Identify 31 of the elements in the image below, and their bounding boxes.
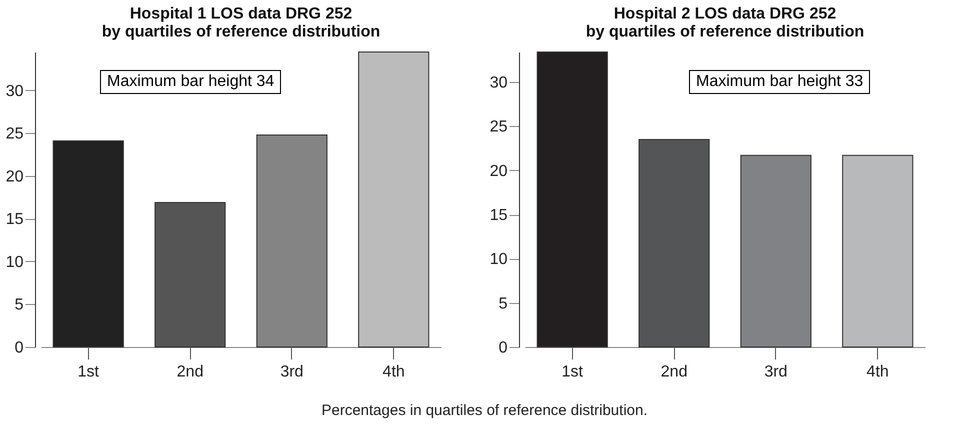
annotation: Maximum bar height 33 — [689, 70, 870, 94]
annotation: Maximum bar height 34 — [100, 70, 282, 94]
y-tick-label: 15 — [6, 211, 24, 228]
y-tick-label: 20 — [490, 162, 508, 180]
chart-title: Hospital 1 LOS data DRG 252 by quartiles of reference distribution — [102, 6, 380, 40]
x-tick-label: 4th — [382, 364, 405, 380]
y-tick-label: 5 — [14, 296, 24, 314]
y-tick-label: 30 — [6, 82, 24, 100]
text: Percentages in quartiles of reference distribution. — [320, 402, 648, 419]
y-tick-label: 0 — [14, 340, 24, 356]
y-tick-label: 5 — [498, 295, 508, 312]
x-tick-label: 2nd — [660, 364, 688, 380]
bar — [52, 140, 124, 348]
bar — [842, 154, 914, 348]
bar — [358, 52, 430, 348]
y-tick-label: 10 — [490, 251, 508, 268]
chart-title: Hospital 2 LOS data DRG 252 by quartiles of reference distribution — [586, 6, 864, 40]
y-tick-label: 20 — [6, 168, 24, 186]
y-tick-label: 25 — [6, 126, 24, 143]
bar — [536, 52, 608, 348]
y-tick-label: 10 — [6, 254, 24, 271]
x-tick-label: 3rd — [280, 364, 304, 380]
x-tick-label: 2nd — [176, 364, 204, 380]
y-tick-label: 30 — [490, 74, 508, 92]
x-tick-label: 3rd — [764, 364, 788, 380]
y-tick-label: 0 — [498, 340, 508, 356]
x-tick-label: 4th — [866, 364, 889, 380]
y-tick-label: 15 — [490, 207, 508, 224]
x-tick-label: 1st — [562, 364, 584, 380]
y-tick-label: 25 — [490, 118, 508, 136]
x-tick-label: 1st — [78, 364, 100, 380]
